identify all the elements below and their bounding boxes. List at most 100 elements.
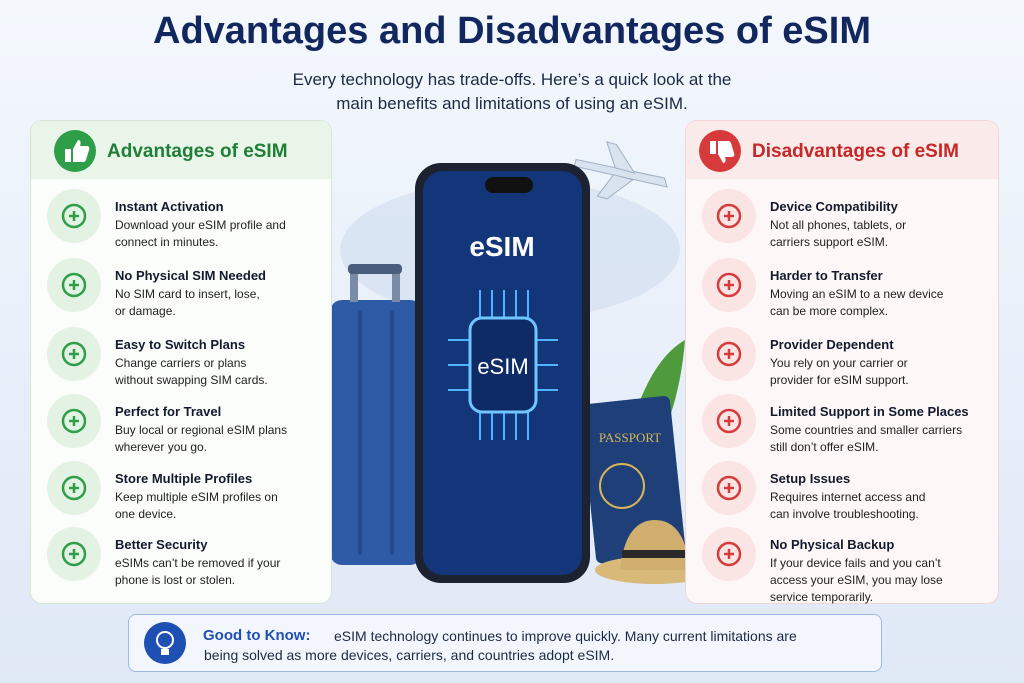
note-label: Good to Know: [203, 627, 311, 644]
disadvantages-panel: Disadvantages of eSIM Device Compatibili… [685, 120, 999, 604]
item-desc: Requires internet access and can involve … [770, 489, 925, 523]
thumbs-up-icon [54, 130, 96, 172]
item-icon [47, 327, 101, 381]
desc-line: carriers support eSIM. [770, 235, 889, 249]
bulb-icon [144, 622, 186, 664]
desc-line: Change carriers or plans [115, 356, 247, 370]
item-desc: No SIM card to insert, lose, or damage. [115, 286, 260, 320]
item-icon [702, 189, 756, 243]
thumbs-down-icon [699, 130, 741, 172]
list-item: Harder to Transfer Moving an eSIM to a ne… [686, 258, 998, 334]
glyph [716, 341, 742, 367]
subtitle-line: main benefits and limitations of using a… [336, 94, 688, 113]
chip-label: eSIM [477, 354, 528, 379]
item-desc: eSIMs can’t be removed if your phone is l… [115, 555, 280, 589]
panel-header: Disadvantages of eSIM [686, 121, 998, 179]
subtitle: Every technology has trade-offs. Here’s … [0, 68, 1024, 116]
desc-line: without swapping SIM cards. [115, 373, 268, 387]
item-icon [702, 394, 756, 448]
item-title: Easy to Switch Plans [115, 337, 246, 352]
glyph [716, 541, 742, 567]
desc-line: Buy local or regional eSIM plans [115, 423, 288, 437]
title: Advantages and Disadvantages of eSIM [153, 10, 871, 52]
list-item: Perfect for Travel Buy local or regional … [31, 394, 331, 470]
item-icon [702, 327, 756, 381]
desc-line: Not all phones, tablets, or [770, 218, 907, 232]
glyph [716, 272, 742, 298]
list-item: Store Multiple Profiles Keep multiple eSI… [31, 461, 331, 537]
item-title: Better Security [115, 537, 208, 552]
list-item: Better Security eSIMs can’t be removed if… [31, 527, 331, 603]
item-desc: You rely on your carrier or provider for … [770, 355, 909, 389]
desc-line: No SIM card to insert, lose, [115, 287, 260, 301]
desc-line: can be more complex. [770, 304, 889, 318]
desc-line: connect in minutes. [115, 235, 219, 249]
item-icon [702, 258, 756, 312]
glyph [61, 475, 87, 501]
glyph [61, 408, 87, 434]
list-item: Device Compatibility Not all phones, tabl… [686, 189, 998, 265]
glyph [716, 203, 742, 229]
panel-header: Advantages of eSIM [31, 121, 331, 179]
desc-line: You rely on your carrier or [770, 356, 908, 370]
glyph [716, 475, 742, 501]
item-desc: Some countries and smaller carriers still… [770, 422, 962, 456]
desc-line: Download your eSIM profile and [115, 218, 286, 232]
desc-line: can involve troubleshooting. [770, 507, 919, 521]
item-icon [702, 461, 756, 515]
list-item: Setup Issues Requires internet access and… [686, 461, 998, 537]
item-title: Harder to Transfer [770, 268, 883, 283]
desc-line: one device. [115, 507, 177, 521]
item-title: Device Compatibility [770, 199, 898, 214]
item-title: Setup Issues [770, 471, 851, 486]
item-title: Instant Activation [115, 199, 224, 214]
desc-line: eSIMs can’t be removed if your [115, 556, 281, 570]
list-item: No Physical Backup If your device fails a… [686, 527, 998, 606]
item-desc: Change carriers or plans without swapping… [115, 355, 268, 389]
item-icon [47, 189, 101, 243]
note-line: being solved as more devices, carriers, … [204, 647, 615, 663]
list-item: Easy to Switch Plans Change carriers or p… [31, 327, 331, 403]
glyph [61, 541, 87, 567]
passport-label: PASSPORT [599, 430, 661, 445]
desc-line: phone is lost or stolen. [115, 573, 236, 587]
desc-line: or damage. [115, 304, 176, 318]
panel-heading: Advantages of eSIM [107, 141, 288, 162]
subtitle-line: Every technology has trade-offs. Here’s … [292, 70, 732, 89]
item-desc: Download your eSIM profile and connect in… [115, 217, 286, 251]
desc-line: wherever you go. [115, 440, 208, 454]
desc-line: still don’t offer eSIM. [770, 440, 879, 454]
list-item: Provider Dependent You rely on your carri… [686, 327, 998, 403]
item-icon [47, 527, 101, 581]
desc-line: Some countries and smaller carriers [770, 423, 963, 437]
item-icon [702, 527, 756, 581]
list-item: Limited Support in Some Places Some count… [686, 394, 998, 470]
desc-line: If your device fails and you can’t [770, 556, 941, 570]
note-text: eSIM technology continues to improve qui… [204, 627, 797, 665]
item-title: Provider Dependent [770, 337, 894, 352]
item-desc: If your device fails and you can’t access… [770, 555, 943, 606]
desc-line: access your eSIM, you may lose [770, 573, 943, 587]
glyph [61, 272, 87, 298]
phone-screen-title: eSIM [469, 231, 534, 262]
item-title: No Physical SIM Needed [115, 268, 266, 283]
glyph [61, 203, 87, 229]
desc-line: provider for eSIM support. [770, 373, 909, 387]
item-desc: Moving an eSIM to a new device can be mor… [770, 286, 943, 320]
item-title: No Physical Backup [770, 537, 895, 552]
note-box: Good to Know: eSIM technology continues … [128, 614, 882, 672]
item-desc: Buy local or regional eSIM plans wherever… [115, 422, 287, 456]
desc-line: Keep multiple eSIM profiles on [115, 490, 278, 504]
item-title: Limited Support in Some Places [770, 404, 969, 419]
glyph [61, 341, 87, 367]
item-icon [47, 258, 101, 312]
advantages-panel: Advantages of eSIM Instant Activation Dow… [30, 120, 332, 604]
item-desc: Keep multiple eSIM profiles on one device… [115, 489, 278, 523]
item-title: Perfect for Travel [115, 404, 222, 419]
list-item: No Physical SIM Needed No SIM card to ins… [31, 258, 331, 334]
list-item: Instant Activation Download your eSIM pro… [31, 189, 331, 265]
panel-heading: Disadvantages of eSIM [752, 141, 959, 162]
note-line: eSIM technology continues to improve qui… [334, 628, 797, 644]
glyph [716, 408, 742, 434]
